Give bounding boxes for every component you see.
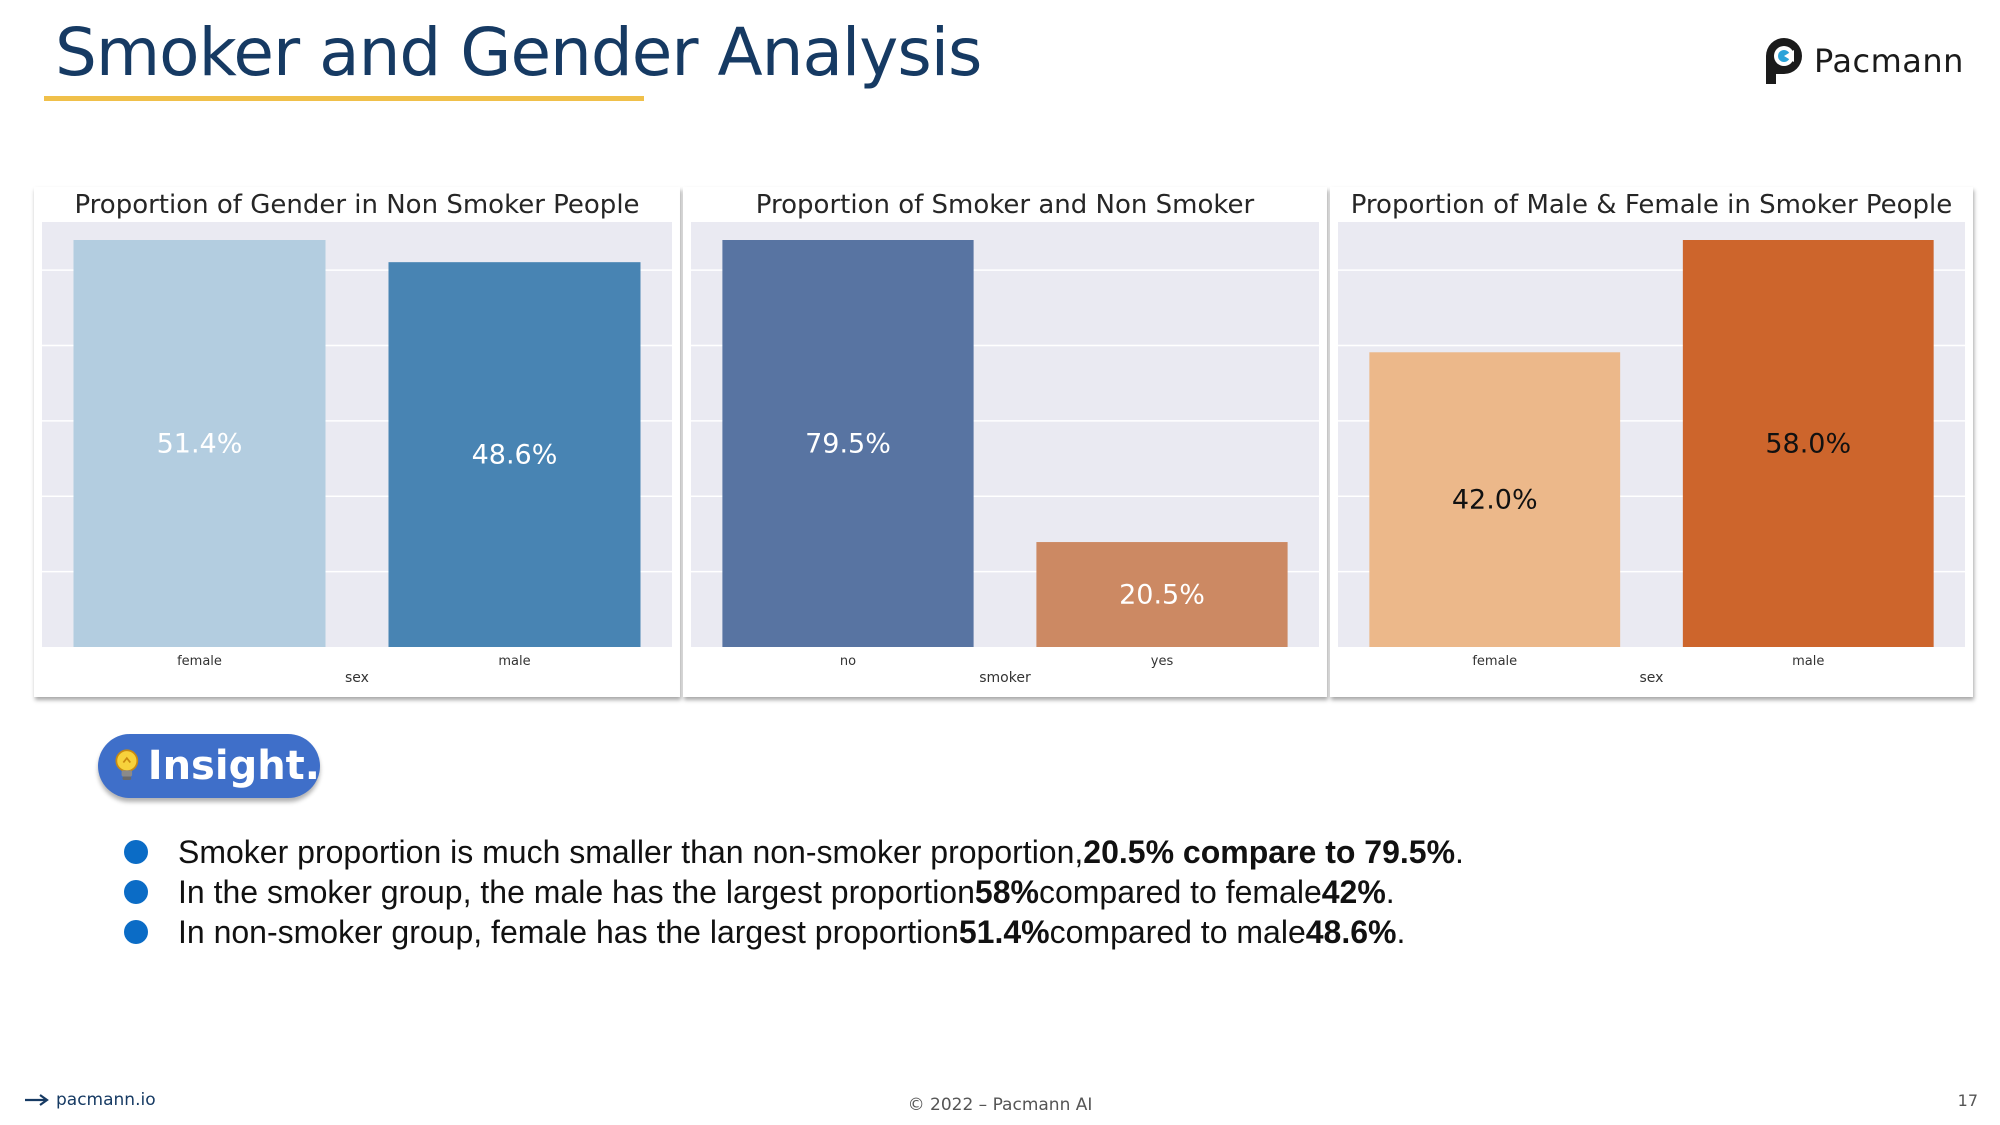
bullet-bold: 48.6%	[1305, 913, 1397, 950]
brand-name: Pacmann	[1814, 42, 1964, 80]
footer-copyright: © 2022 – Pacmann AI	[907, 1095, 1093, 1115]
bullet-text: .	[1396, 913, 1406, 950]
chart-nonsmoker-gender: Proportion of Gender in Non Smoker Peopl…	[42, 190, 672, 686]
bar	[1682, 240, 1934, 647]
insight-badge: Insight.	[98, 734, 320, 798]
tick-label: yes	[1151, 654, 1174, 669]
bar	[1369, 352, 1621, 647]
tick-label: no	[840, 654, 856, 669]
chart-smoker-proportion: Proportion of Smoker and Non Smoker 79.5%…	[691, 190, 1319, 686]
insight-label: Insight.	[147, 743, 320, 789]
bar	[1036, 542, 1288, 647]
bullet-text: In non-smoker group, female has the larg…	[178, 913, 959, 950]
pacmann-logo-icon	[1766, 38, 1802, 84]
bullet-text: Smoker proportion is much smaller than n…	[178, 833, 1084, 870]
brand-logo: Pacmann	[1762, 34, 1964, 88]
insight-bullet: In the smoker group, the male has the la…	[124, 872, 1464, 912]
chart-panel-nonsmoker-gender: Proportion of Gender in Non Smoker Peopl…	[34, 187, 680, 697]
data-label: 79.5%	[805, 429, 891, 460]
bullet-bold: 58%	[974, 873, 1039, 910]
lightbulb-icon	[115, 749, 139, 780]
bullet-bold: 42%	[1321, 873, 1386, 910]
bar	[73, 240, 326, 647]
footer-url: pacmann.io	[56, 1090, 156, 1110]
bullet-text: In the smoker group, the male has the la…	[178, 873, 975, 910]
chart-title: Proportion of Male & Female in Smoker Pe…	[1351, 190, 1953, 220]
bullet-dot-icon	[124, 840, 148, 864]
arrow-right-icon	[25, 1094, 49, 1106]
data-label: 51.4%	[157, 429, 243, 460]
slide-title: Smoker and Gender Analysis	[55, 14, 982, 91]
page-number: 17	[1957, 1091, 1978, 1110]
chart-smoker-gender: Proportion of Male & Female in Smoker Pe…	[1338, 190, 1965, 686]
data-label: 20.5%	[1119, 580, 1205, 611]
bullet-bold: 51.4%	[958, 913, 1050, 950]
data-label: 42.0%	[1452, 485, 1538, 516]
chart-panel-smoker-gender: Proportion of Male & Female in Smoker Pe…	[1330, 187, 1973, 697]
footer-link[interactable]: pacmann.io	[24, 1090, 156, 1110]
tick-label: male	[498, 654, 530, 669]
tick-label: female	[177, 654, 222, 669]
tick-label: male	[1792, 654, 1824, 669]
insight-bullet: In non-smoker group, female has the larg…	[124, 912, 1464, 952]
bullet-dot-icon	[124, 920, 148, 944]
bullet-bold: 20.5% compare to 79.5%	[1083, 833, 1456, 870]
chart-title: Proportion of Smoker and Non Smoker	[756, 190, 1255, 220]
x-axis-label: sex	[1640, 670, 1664, 686]
tick-label: female	[1472, 654, 1517, 669]
bar	[722, 240, 974, 647]
bullet-text: .	[1455, 833, 1464, 870]
x-axis-label: sex	[345, 670, 369, 686]
x-axis-label: smoker	[979, 670, 1031, 686]
bullet-text: .	[1385, 873, 1395, 910]
data-label: 58.0%	[1765, 429, 1851, 460]
bullet-text: compared to male	[1049, 913, 1306, 950]
bullet-text: compared to female	[1038, 873, 1322, 910]
insight-bullets: Smoker proportion is much smaller than n…	[124, 832, 1464, 952]
title-underline	[44, 96, 644, 101]
chart-title: Proportion of Gender in Non Smoker Peopl…	[74, 190, 639, 220]
insight-bullet: Smoker proportion is much smaller than n…	[124, 832, 1464, 872]
bullet-dot-icon	[124, 880, 148, 904]
chart-panel-smoker-proportion: Proportion of Smoker and Non Smoker 79.5%…	[683, 187, 1327, 697]
bar	[388, 262, 641, 647]
data-label: 48.6%	[472, 440, 558, 471]
